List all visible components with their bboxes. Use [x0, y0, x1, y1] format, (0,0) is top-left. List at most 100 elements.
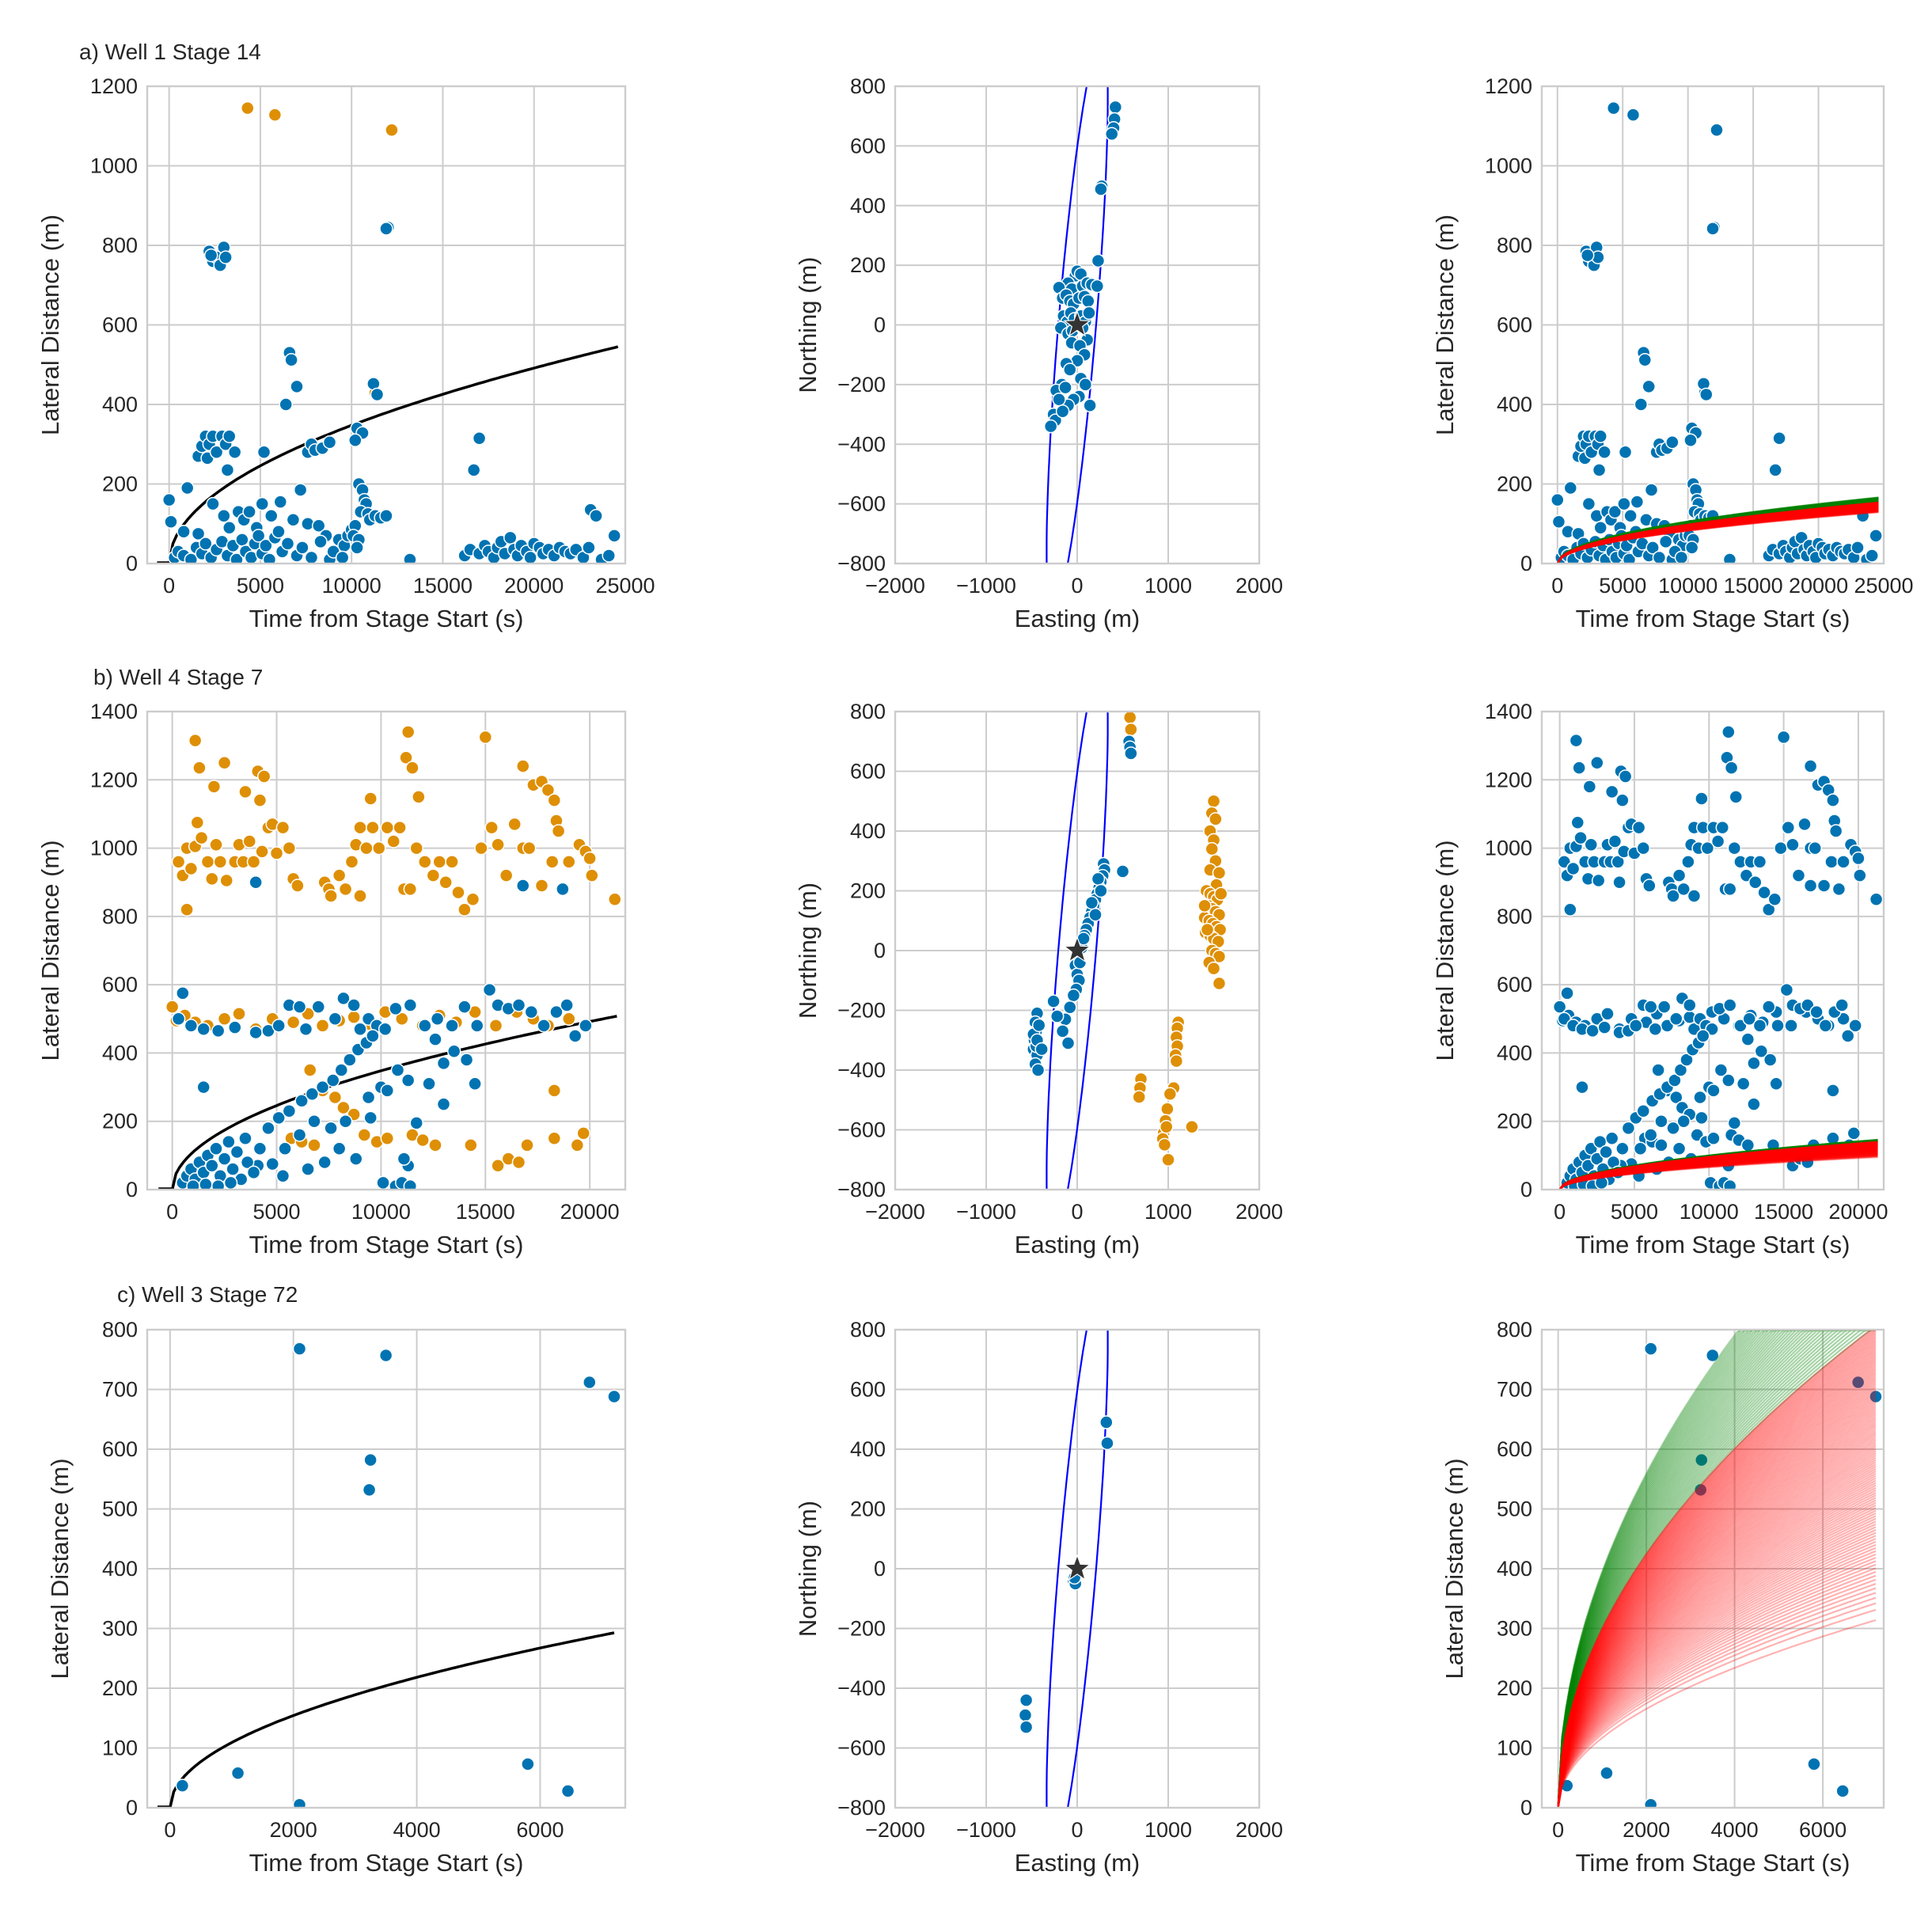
ensemble-green-curve: [1556, 498, 1879, 564]
event-point: [290, 379, 304, 394]
event-point: [1766, 1138, 1781, 1152]
event-point: [332, 1141, 347, 1156]
x-tick-label: 10000: [1658, 574, 1718, 598]
event-point: [1652, 550, 1667, 564]
event-point: [1700, 841, 1715, 856]
event-point: [1078, 378, 1093, 392]
event-point: [1722, 882, 1737, 897]
x-tick-label: 6000: [1799, 1818, 1847, 1842]
event-point: [1771, 1019, 1785, 1033]
event-point: [1575, 1080, 1589, 1095]
ensemble-green-curve: [1556, 499, 1879, 564]
ensemble-red-curve: [1556, 502, 1879, 564]
event-point: [1636, 841, 1651, 856]
ensemble-green-curve: [1557, 1330, 1876, 1808]
event-point: [184, 1019, 199, 1033]
ensemble-green-curve: [1558, 1141, 1878, 1190]
x-tick-label: 20000: [504, 574, 564, 598]
ensemble-red-curve: [1557, 1362, 1877, 1808]
event-point: [1091, 253, 1106, 268]
y-axis-label: Lateral Distance (m): [1440, 1458, 1468, 1679]
ensemble-green-curve: [1558, 1138, 1878, 1190]
event-point: [547, 793, 562, 807]
ensemble-red-curve: [1558, 1151, 1878, 1190]
ensemble-red-curve: [1558, 1152, 1878, 1190]
x-tick-label: −2000: [865, 574, 925, 598]
event-point: [293, 483, 308, 497]
event-point: [335, 550, 350, 564]
ensemble-red-curve: [1558, 1142, 1878, 1190]
ensemble-green-curve: [1556, 498, 1879, 564]
ensemble-red-curve: [1556, 508, 1879, 564]
event-point: [1706, 1131, 1721, 1146]
ensemble-red-curve: [1556, 502, 1879, 564]
event-point: [1122, 712, 1137, 725]
event-point: [273, 495, 288, 509]
ensemble-red-curve: [1558, 1143, 1878, 1190]
event-point: [430, 1012, 445, 1027]
event-point: [1676, 1114, 1691, 1129]
ensemble-green-curve: [1557, 1330, 1876, 1808]
event-point: [1761, 902, 1776, 917]
ensemble-red-curve: [1556, 503, 1879, 564]
ensemble-red-curve: [1556, 503, 1879, 564]
ensemble-red-curve: [1558, 1150, 1878, 1190]
event-point: [1710, 123, 1724, 138]
event-point: [264, 508, 279, 523]
ensemble-red-curve: [1558, 1147, 1878, 1190]
event-point: [217, 508, 231, 523]
event-point: [242, 834, 256, 848]
event-point: [1654, 1138, 1668, 1152]
x-tick-label: 6000: [516, 1818, 564, 1842]
event-point: [282, 841, 297, 856]
fit-curve: [167, 345, 619, 564]
ensemble-green-curve: [1558, 1140, 1878, 1190]
event-point: [1642, 879, 1657, 893]
x-tick-label: 0: [1552, 1818, 1564, 1842]
event-point: [1761, 1000, 1776, 1014]
event-point: [1693, 1482, 1708, 1497]
event-point: [1623, 508, 1638, 523]
ensemble-green-curve: [1556, 499, 1879, 564]
event-point: [336, 991, 351, 1006]
event-point: [1855, 508, 1870, 523]
ensemble-red-curve: [1558, 1148, 1878, 1190]
fit-panel: 0 5000 10000 15000 20000 25000 0 200 400 600 800 10…: [1431, 74, 1914, 632]
ensemble-red-curve: [1556, 507, 1879, 564]
event-point: [491, 1159, 505, 1173]
event-point: [466, 463, 481, 477]
event-point: [428, 1138, 442, 1152]
event-point: [222, 429, 237, 443]
time-plot-area: [158, 725, 622, 1190]
event-point: [507, 817, 522, 832]
row-0: a) Well 1 Stage 140 5000 10000 15000 20000 25…: [36, 40, 1914, 632]
y-tick-label: 600: [102, 313, 138, 337]
event-point: [1630, 495, 1645, 509]
ensemble-red-curve: [1558, 1155, 1878, 1190]
event-point: [206, 496, 220, 511]
ensemble-red-curve: [1557, 1456, 1877, 1808]
event-point: [294, 1094, 309, 1108]
y-tick-label: −400: [837, 1058, 886, 1082]
event-point: [241, 101, 255, 116]
ensemble-red-curve: [1557, 1410, 1877, 1808]
y-tick-label: 300: [1497, 1617, 1532, 1641]
ensemble-red-curve: [1558, 1152, 1878, 1190]
ensemble-red-curve: [1556, 510, 1879, 564]
ensemble-red-curve: [1557, 1535, 1877, 1808]
ensemble-red-curve: [1558, 1149, 1878, 1190]
event-point: [1622, 552, 1637, 564]
ensemble-red-curve: [1556, 502, 1879, 564]
ensemble-red-curve: [1558, 1148, 1878, 1190]
ensemble-red-curve: [1557, 1418, 1877, 1808]
event-point: [1695, 1029, 1710, 1043]
ensemble-red-curve: [1556, 508, 1879, 564]
event-point: [268, 108, 283, 122]
event-point: [602, 548, 617, 563]
event-point: [192, 761, 207, 775]
ensemble-red-curve: [1557, 1364, 1877, 1808]
x-tick-label: 25000: [595, 574, 655, 598]
ensemble-red-curve: [1558, 1141, 1878, 1190]
y-tick-label: 200: [1497, 1110, 1532, 1133]
event-point: [222, 521, 237, 535]
